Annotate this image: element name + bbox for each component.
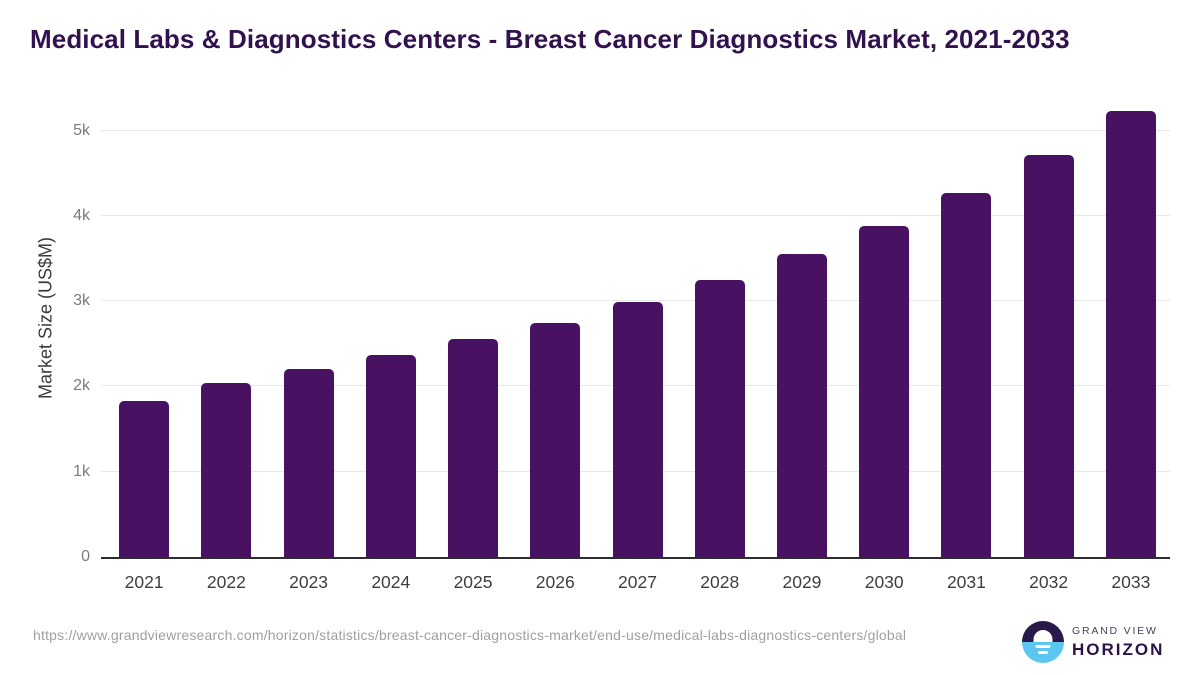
bar-2024[interactable] (365, 355, 416, 557)
y-tick-3k: 3k (73, 292, 90, 310)
bar-2026[interactable] (530, 323, 581, 557)
bar-2027[interactable] (612, 302, 663, 557)
logo-reflection-bar (1038, 650, 1048, 654)
y-tick-5k: 5k (73, 121, 90, 139)
gridline-5k (101, 129, 1170, 131)
y-tick-0: 0 (81, 548, 90, 565)
logo-reflection-bar (1035, 644, 1051, 648)
chart-title: Medical Labs & Diagnostics Centers - Bre… (30, 24, 1070, 54)
logo-text: GRAND VIEW HORIZON (1072, 625, 1164, 660)
x-tick-2026: 2026 (535, 572, 575, 592)
y-axis-title: Market Size (US$M) (35, 236, 56, 400)
x-tick-2025: 2025 (453, 572, 493, 592)
x-tick-2022: 2022 (206, 572, 246, 592)
x-tick-2033: 2033 (1111, 572, 1151, 592)
bar-2028[interactable] (694, 280, 745, 557)
x-tick-2028: 2028 (700, 572, 740, 592)
y-tick-1k: 1k (73, 462, 90, 480)
x-tick-2021: 2021 (124, 572, 164, 592)
bar-2031[interactable] (941, 193, 992, 557)
footer: https://www.grandviewresearch.com/horizo… (0, 618, 1200, 675)
bar-2032[interactable] (1023, 155, 1074, 557)
logo-grand-view-label: GRAND VIEW (1072, 625, 1158, 637)
x-tick-2024: 2024 (371, 572, 411, 592)
gridline-3k (101, 300, 1170, 302)
x-tick-2032: 2032 (1029, 572, 1069, 592)
bar-2030[interactable] (859, 226, 910, 557)
x-tick-2030: 2030 (864, 572, 904, 592)
plot-area (101, 100, 1170, 559)
x-tick-2031: 2031 (946, 572, 986, 592)
bar-2029[interactable] (776, 254, 827, 557)
source-url: https://www.grandviewresearch.com/horizo… (33, 627, 907, 643)
grand-view-horizon-logo: GRAND VIEW HORIZON (1022, 620, 1182, 668)
x-tick-2029: 2029 (782, 572, 822, 592)
x-tick-2027: 2027 (618, 572, 657, 592)
bar-2022[interactable] (201, 383, 252, 557)
bar-2023[interactable] (283, 369, 334, 557)
bar-2033[interactable] (1105, 111, 1156, 557)
x-tick-2023: 2023 (289, 572, 329, 592)
grand-view-horizon-logo-icon (1022, 621, 1064, 663)
logo-horizon-label: HORIZON (1072, 640, 1165, 659)
y-tick-2k: 2k (73, 377, 90, 395)
bar-2021[interactable] (119, 401, 170, 557)
bar-2025[interactable] (448, 339, 499, 557)
y-tick-4k: 4k (73, 206, 90, 224)
logo-sun-icon (1033, 630, 1053, 642)
gridline-4k (101, 214, 1170, 216)
